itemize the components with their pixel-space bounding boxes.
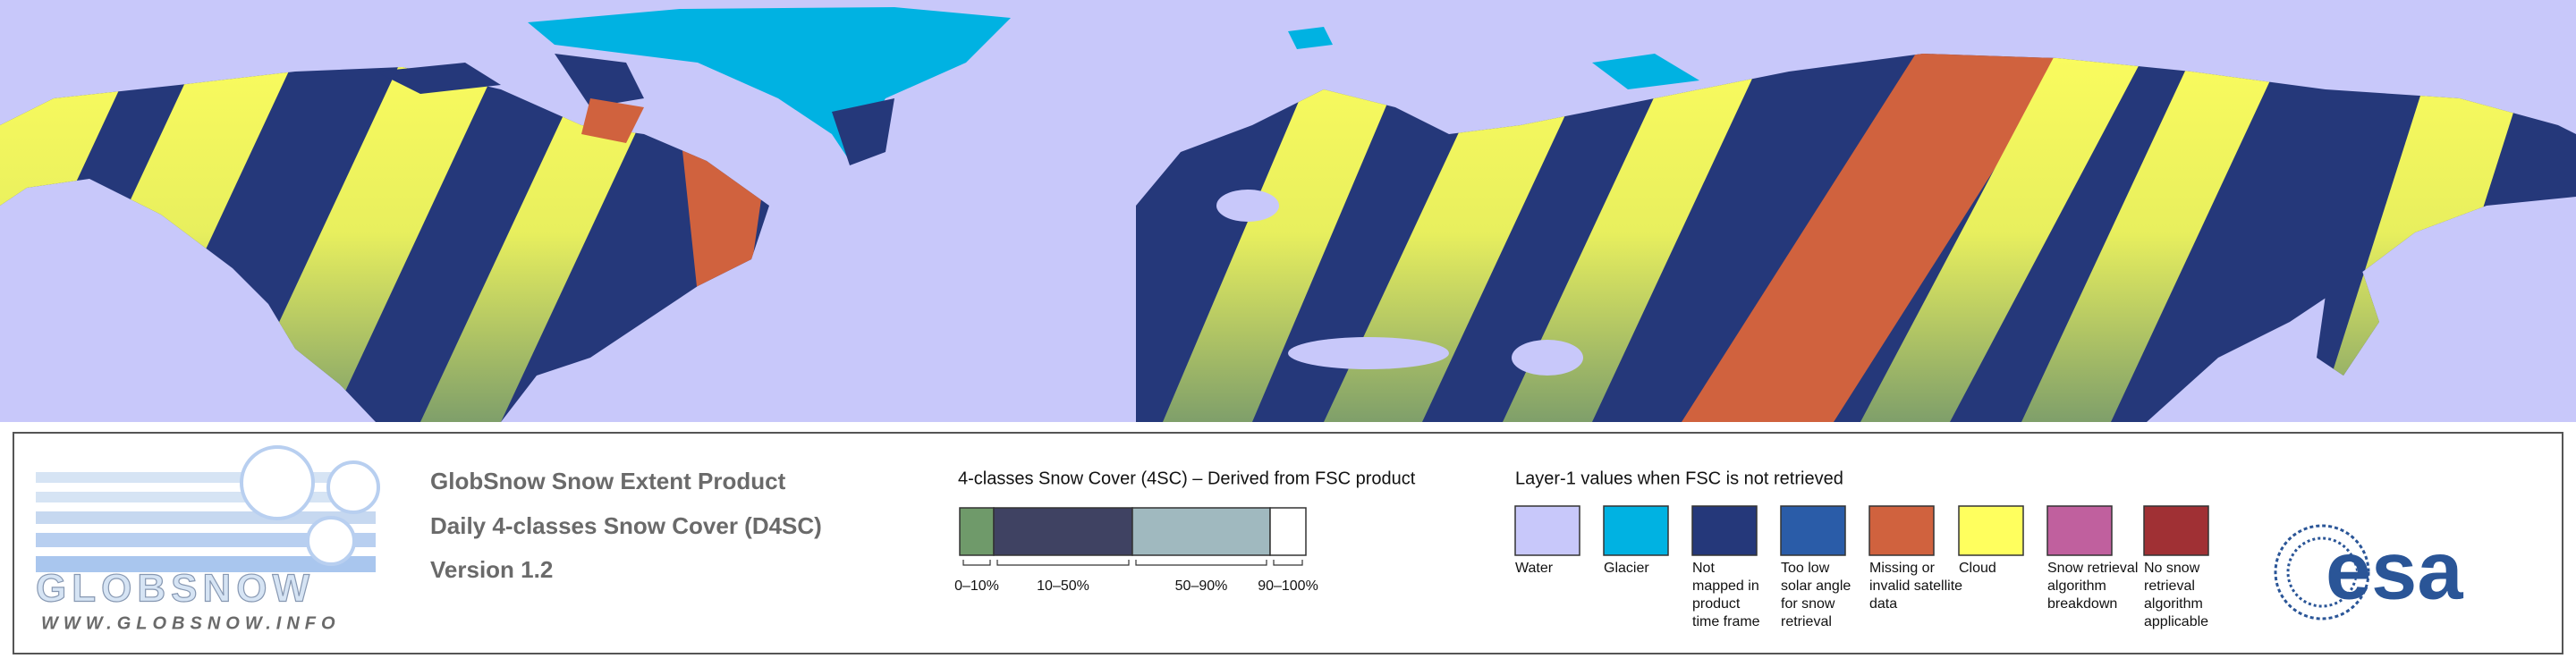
- legend-label: invalid satellite: [1869, 578, 1962, 594]
- legend-swatch: [1691, 505, 1758, 556]
- logo-url: WWW.GLOBSNOW.INFO: [41, 613, 341, 633]
- class-label: 50–90%: [1175, 578, 1228, 594]
- legend-label: algorithm: [2047, 578, 2106, 594]
- class-segment: [1131, 507, 1271, 556]
- legend-label: breakdown: [2047, 596, 2117, 612]
- legend-label: Cloud: [1959, 561, 1996, 576]
- legend-label: for snow: [1781, 596, 1835, 612]
- snow-cover-title: 4-classes Snow Cover (4SC) – Derived fro…: [958, 469, 1416, 488]
- class-segment: [993, 507, 1133, 556]
- legend-label: time frame: [1692, 614, 1760, 629]
- class-segment: [1269, 507, 1307, 556]
- logo-name: GLOBSNOW: [36, 567, 315, 611]
- legend-label: Missing or: [1869, 561, 1936, 576]
- legend-label: retrieval: [2144, 578, 2195, 594]
- legend-label: mapped in: [1692, 578, 1759, 594]
- legend-swatch: [1958, 505, 2024, 556]
- product-subtitle: Daily 4-classes Snow Cover (D4SC): [430, 512, 822, 539]
- class-segment: [959, 507, 995, 556]
- legend-label: Not: [1692, 561, 1715, 576]
- legend-label: data: [1869, 596, 1897, 612]
- layer1-title: Layer-1 values when FSC is not retrieved: [1515, 469, 1843, 488]
- class-label: 10–50%: [1037, 578, 1089, 594]
- legend-label: solar angle: [1781, 578, 1851, 594]
- layer1-swatches: Water Glacier Not mapped in product time fram…: [1514, 505, 2209, 629]
- legend-swatch: [1868, 505, 1935, 556]
- legend-label: Water: [1515, 561, 1554, 576]
- legend-label: Too low: [1781, 561, 1830, 576]
- product-version: Version 1.2: [430, 556, 553, 583]
- product-title: GlobSnow Snow Extent Product: [430, 468, 786, 494]
- class-bracket: [1273, 560, 1303, 566]
- legend-swatch: [1780, 505, 1846, 556]
- snow-cover-bar: 0–10% 10–50% 50–90% 90–100%: [954, 507, 1318, 594]
- legend-label: Snow retrieval: [2047, 561, 2138, 576]
- legend-label: No snow: [2144, 561, 2200, 576]
- legend-label: applicable: [2144, 614, 2208, 629]
- class-bracket: [1135, 560, 1267, 566]
- globsnow-logo: GLOBSNOW WWW.GLOBSNOW.INFO: [35, 445, 380, 633]
- legend-label: retrieval: [1781, 614, 1832, 629]
- class-bracket: [962, 560, 991, 566]
- legend-swatch: [1603, 505, 1669, 556]
- snow-map: [0, 0, 2576, 422]
- legend-label: product: [1692, 596, 1741, 612]
- class-label: 0–10%: [954, 578, 999, 594]
- legend-label: Glacier: [1604, 561, 1649, 576]
- class-bracket: [996, 560, 1130, 566]
- esa-logo: esa: [2274, 524, 2463, 621]
- class-label: 90–100%: [1258, 578, 1318, 594]
- legend-swatch: [2046, 505, 2113, 556]
- legend-label: algorithm: [2144, 596, 2203, 612]
- legend-swatch: [2143, 505, 2209, 556]
- esa-text: esa: [2326, 525, 2463, 616]
- legend-swatch: [1514, 505, 1580, 556]
